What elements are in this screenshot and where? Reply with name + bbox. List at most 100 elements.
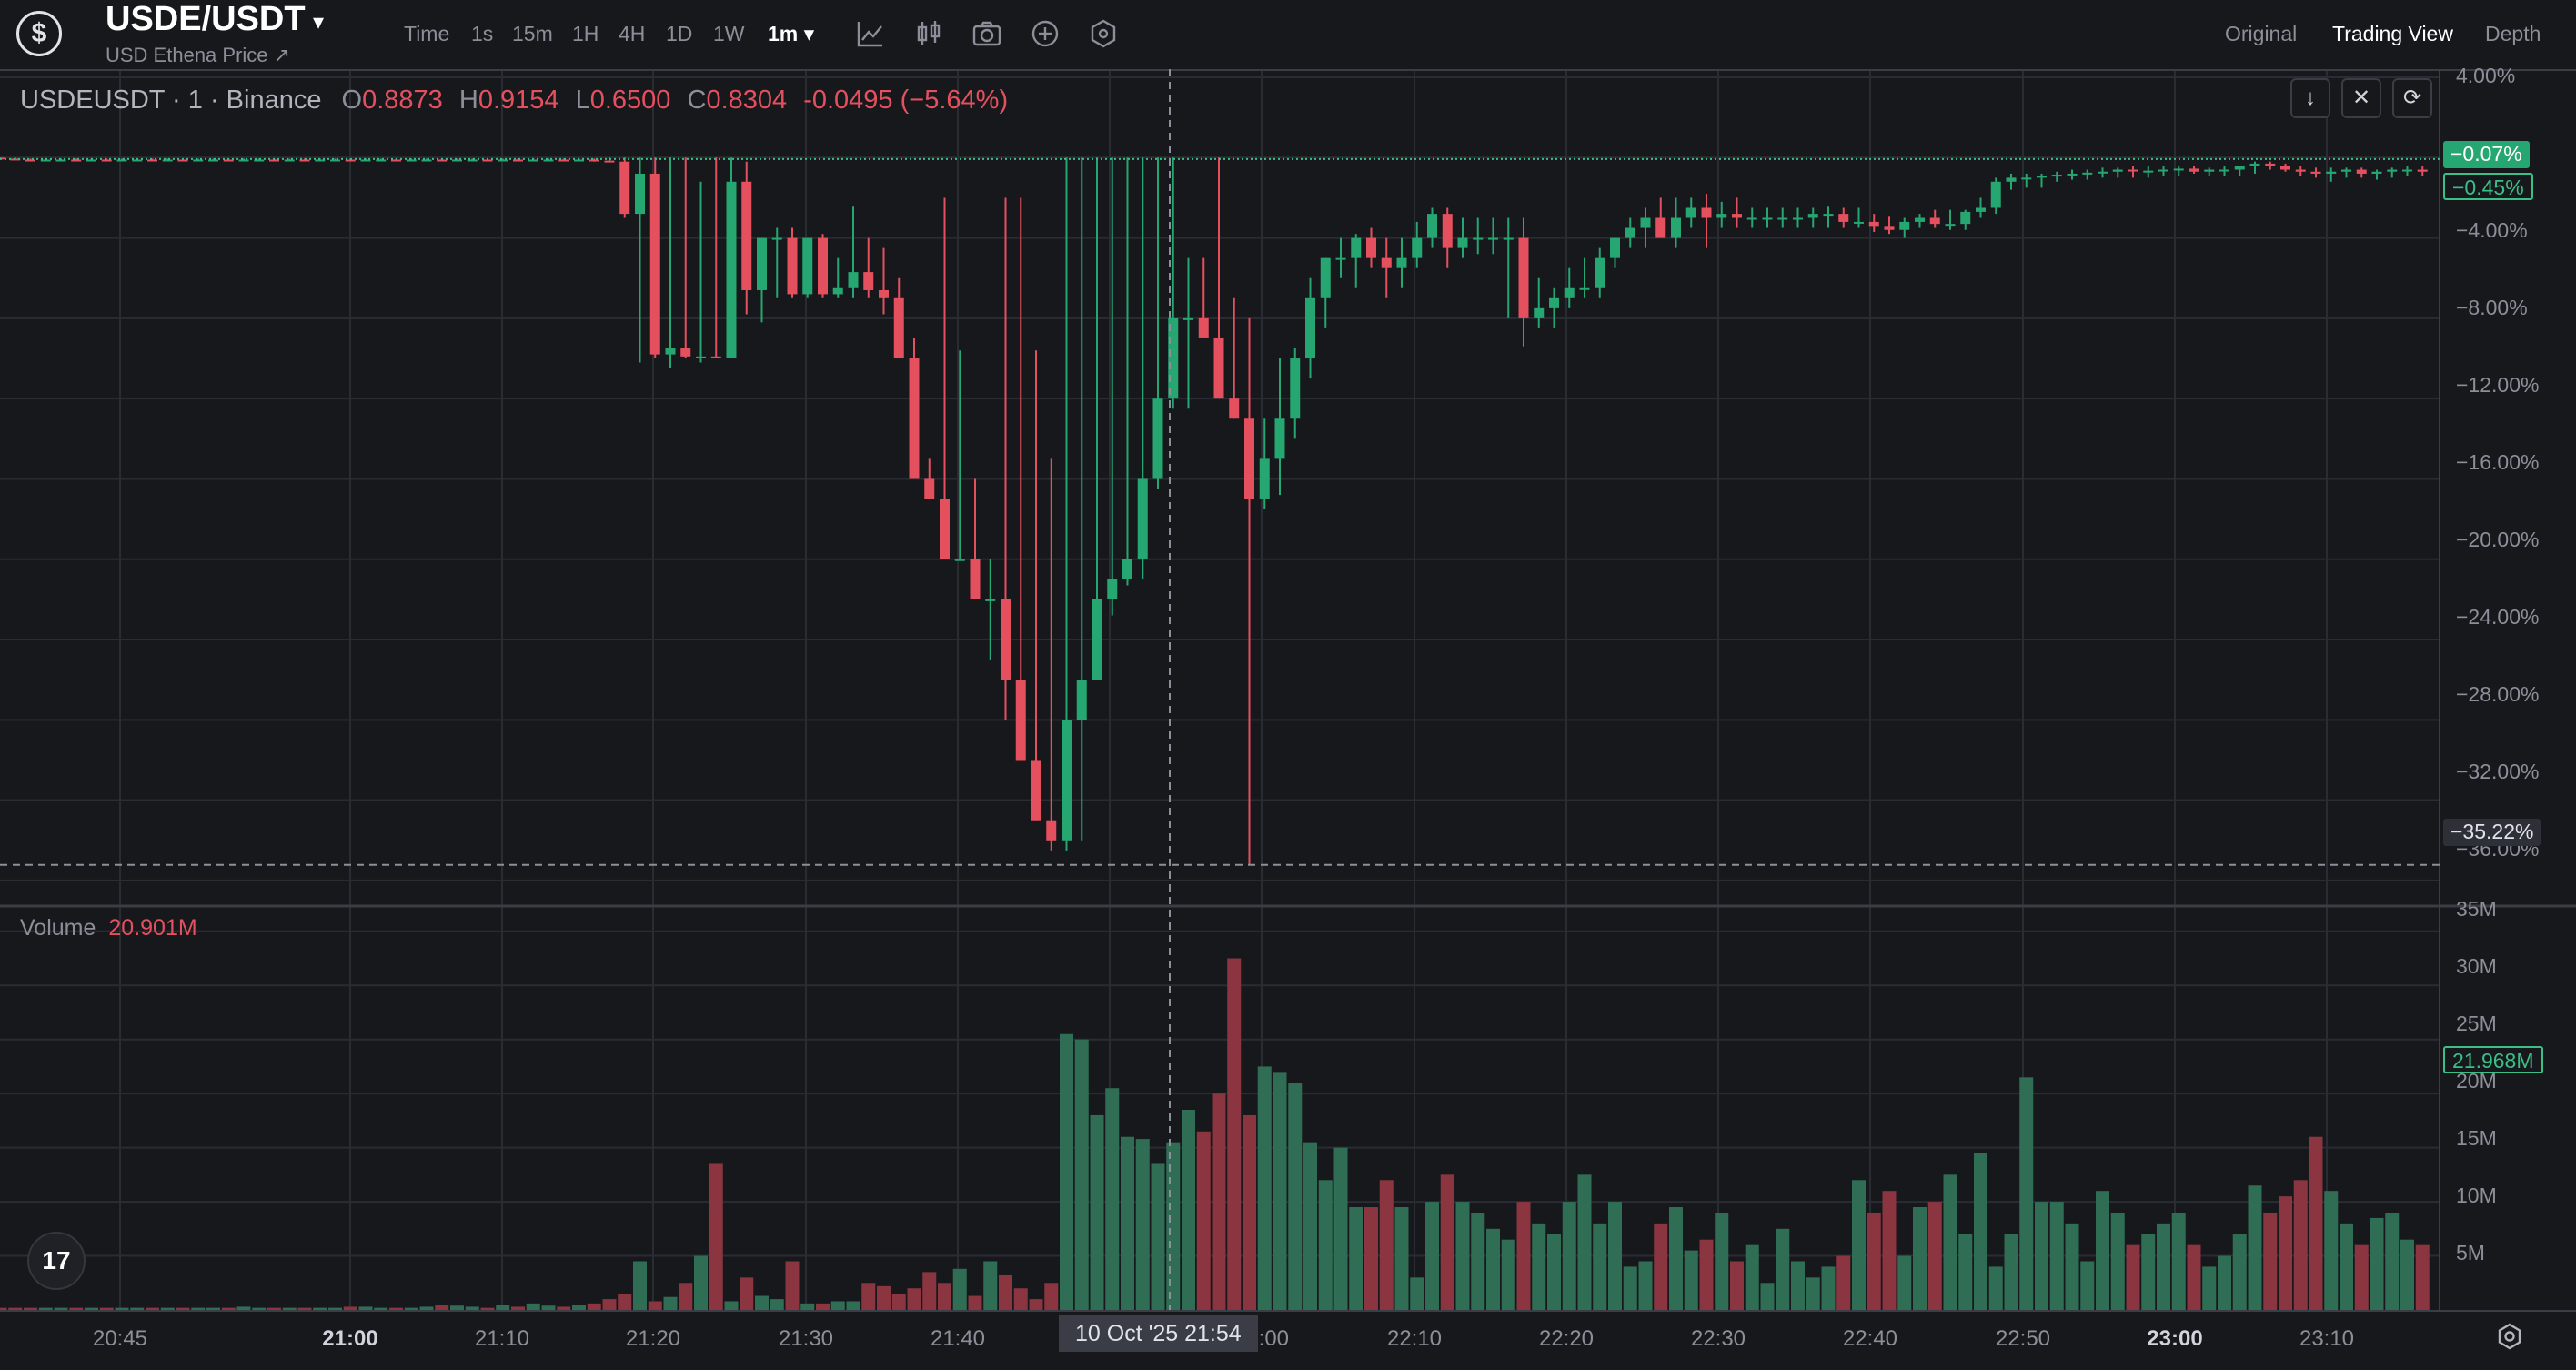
candle-body xyxy=(970,559,981,599)
volume-bar xyxy=(2400,1239,2414,1310)
time-axis-tick: 22:10 xyxy=(1386,1326,1443,1351)
scroll-down-button[interactable]: ↓ xyxy=(2290,78,2330,118)
view-trading-view[interactable]: Trading View xyxy=(2332,22,2453,45)
chart-overlay-lines xyxy=(0,69,2440,1310)
volume-bar xyxy=(1288,1083,1303,1310)
candle-body xyxy=(2326,171,2337,174)
view-depth[interactable]: Depth xyxy=(2485,22,2541,45)
volume-bar xyxy=(8,1307,23,1310)
volume-bar xyxy=(2309,1136,2323,1310)
candle-body xyxy=(1457,237,1468,248)
candle-body xyxy=(879,289,889,298)
candle-body xyxy=(2310,171,2321,174)
timeframe-1h[interactable]: 1H xyxy=(572,22,599,45)
candle-body xyxy=(818,237,828,295)
volume-axis-tick: 15M xyxy=(2456,1126,2497,1150)
pair-dropdown-caret-icon[interactable]: ▾ xyxy=(313,10,325,35)
volume-bar xyxy=(2065,1223,2079,1310)
candle-body xyxy=(2356,169,2367,174)
volume-bar xyxy=(663,1296,678,1310)
volume-bar xyxy=(480,1307,495,1310)
timeframe-1w[interactable]: 1W xyxy=(713,22,745,45)
tradingview-logo-icon[interactable]: 17 xyxy=(27,1232,86,1290)
volume-bar xyxy=(1988,1266,2003,1310)
candle-body xyxy=(558,159,569,162)
candle-body xyxy=(1274,418,1285,459)
candle-body xyxy=(1412,237,1423,258)
volume-bar xyxy=(1516,1202,1531,1310)
settings-hex-icon[interactable] xyxy=(1088,18,1119,49)
volume-legend: Volume 20.901M xyxy=(20,915,197,942)
timeframe-15m[interactable]: 15m xyxy=(512,22,553,45)
candle-body xyxy=(2143,170,2154,173)
volume-bar xyxy=(1501,1239,1515,1310)
volume-bar xyxy=(952,1268,967,1310)
volume-bar xyxy=(1410,1277,1424,1310)
volume-bar xyxy=(694,1255,708,1310)
last-volume-tag: 21.968M xyxy=(2443,1046,2543,1073)
candle-body xyxy=(467,159,478,162)
candle-body xyxy=(2417,169,2428,172)
candle-body xyxy=(528,159,538,162)
add-circle-icon[interactable] xyxy=(1030,18,1061,49)
candle-body xyxy=(1244,418,1254,499)
crosshair-price-tag: −35.22% xyxy=(2443,819,2541,846)
candle-body xyxy=(1518,237,1529,318)
volume-bar xyxy=(2385,1212,2400,1310)
timeframe-1d[interactable]: 1D xyxy=(666,22,693,45)
volume-axis-tick: 35M xyxy=(2456,897,2497,921)
reset-chart-button[interactable]: ⟳ xyxy=(2392,78,2432,118)
candle-type-icon[interactable] xyxy=(913,18,944,49)
candle-body xyxy=(498,159,508,162)
price-axis-tick: −20.00% xyxy=(2456,528,2540,551)
view-original[interactable]: Original xyxy=(2225,22,2298,45)
candle-body xyxy=(2371,171,2382,174)
pair-selector[interactable]: USDE/USDT xyxy=(106,0,306,38)
price-axis-tick: −12.00% xyxy=(2456,373,2540,397)
candle-body xyxy=(1259,458,1270,499)
symbol-label[interactable]: USDEUSDT · 1 · Binance xyxy=(20,86,322,115)
candle-body xyxy=(177,159,188,162)
volume-bar xyxy=(38,1307,53,1310)
volume-axis-tick: 5M xyxy=(2456,1241,2485,1264)
candle-body xyxy=(1152,398,1163,479)
volume-bar xyxy=(2110,1212,2125,1310)
volume-bar xyxy=(1303,1142,1317,1310)
candle-body xyxy=(1534,307,1545,318)
volume-bar xyxy=(724,1301,739,1310)
volume-bar xyxy=(24,1307,37,1310)
candle-body xyxy=(649,173,660,355)
volume-bar xyxy=(907,1288,921,1310)
volume-bar xyxy=(1791,1261,1805,1310)
volume-bar xyxy=(1105,1088,1120,1310)
high-key: H xyxy=(458,86,478,115)
volume-bar xyxy=(236,1306,251,1310)
collapse-pane-button[interactable]: ✕ xyxy=(2341,78,2381,118)
volume-bar xyxy=(1654,1223,1668,1310)
volume-bar xyxy=(374,1307,388,1310)
timeframe-1s[interactable]: 1s xyxy=(471,22,494,45)
volume-bar xyxy=(176,1307,190,1310)
volume-bar xyxy=(1806,1277,1820,1310)
volume-bar xyxy=(1577,1174,1592,1310)
price-axis-tick: −32.00% xyxy=(2456,760,2540,783)
timeframe-time[interactable]: Time xyxy=(404,22,450,45)
pair-subtitle-link[interactable]: USD Ethena Price ↗ xyxy=(106,44,291,66)
change-value: -0.0495 (−5.64%) xyxy=(803,86,1009,115)
timeframe-4h[interactable]: 4H xyxy=(619,22,646,45)
timeframe-1m-dropdown[interactable]: 1m ▾ xyxy=(768,22,815,45)
volume-bar xyxy=(1745,1244,1759,1310)
camera-icon[interactable] xyxy=(971,18,1002,49)
volume-bar xyxy=(1440,1174,1454,1310)
candle-body xyxy=(787,237,798,295)
volume-bar xyxy=(968,1295,982,1310)
prev-close-tag: −0.45% xyxy=(2443,173,2533,200)
volume-bar xyxy=(816,1303,830,1310)
candle-body xyxy=(132,159,143,162)
volume-bar xyxy=(1257,1066,1272,1310)
indicators-icon[interactable] xyxy=(855,18,886,49)
candle-body xyxy=(741,181,752,290)
gear-icon[interactable] xyxy=(2496,1323,2523,1350)
candle-body xyxy=(193,159,204,162)
chart-canvas[interactable] xyxy=(0,69,2576,1370)
